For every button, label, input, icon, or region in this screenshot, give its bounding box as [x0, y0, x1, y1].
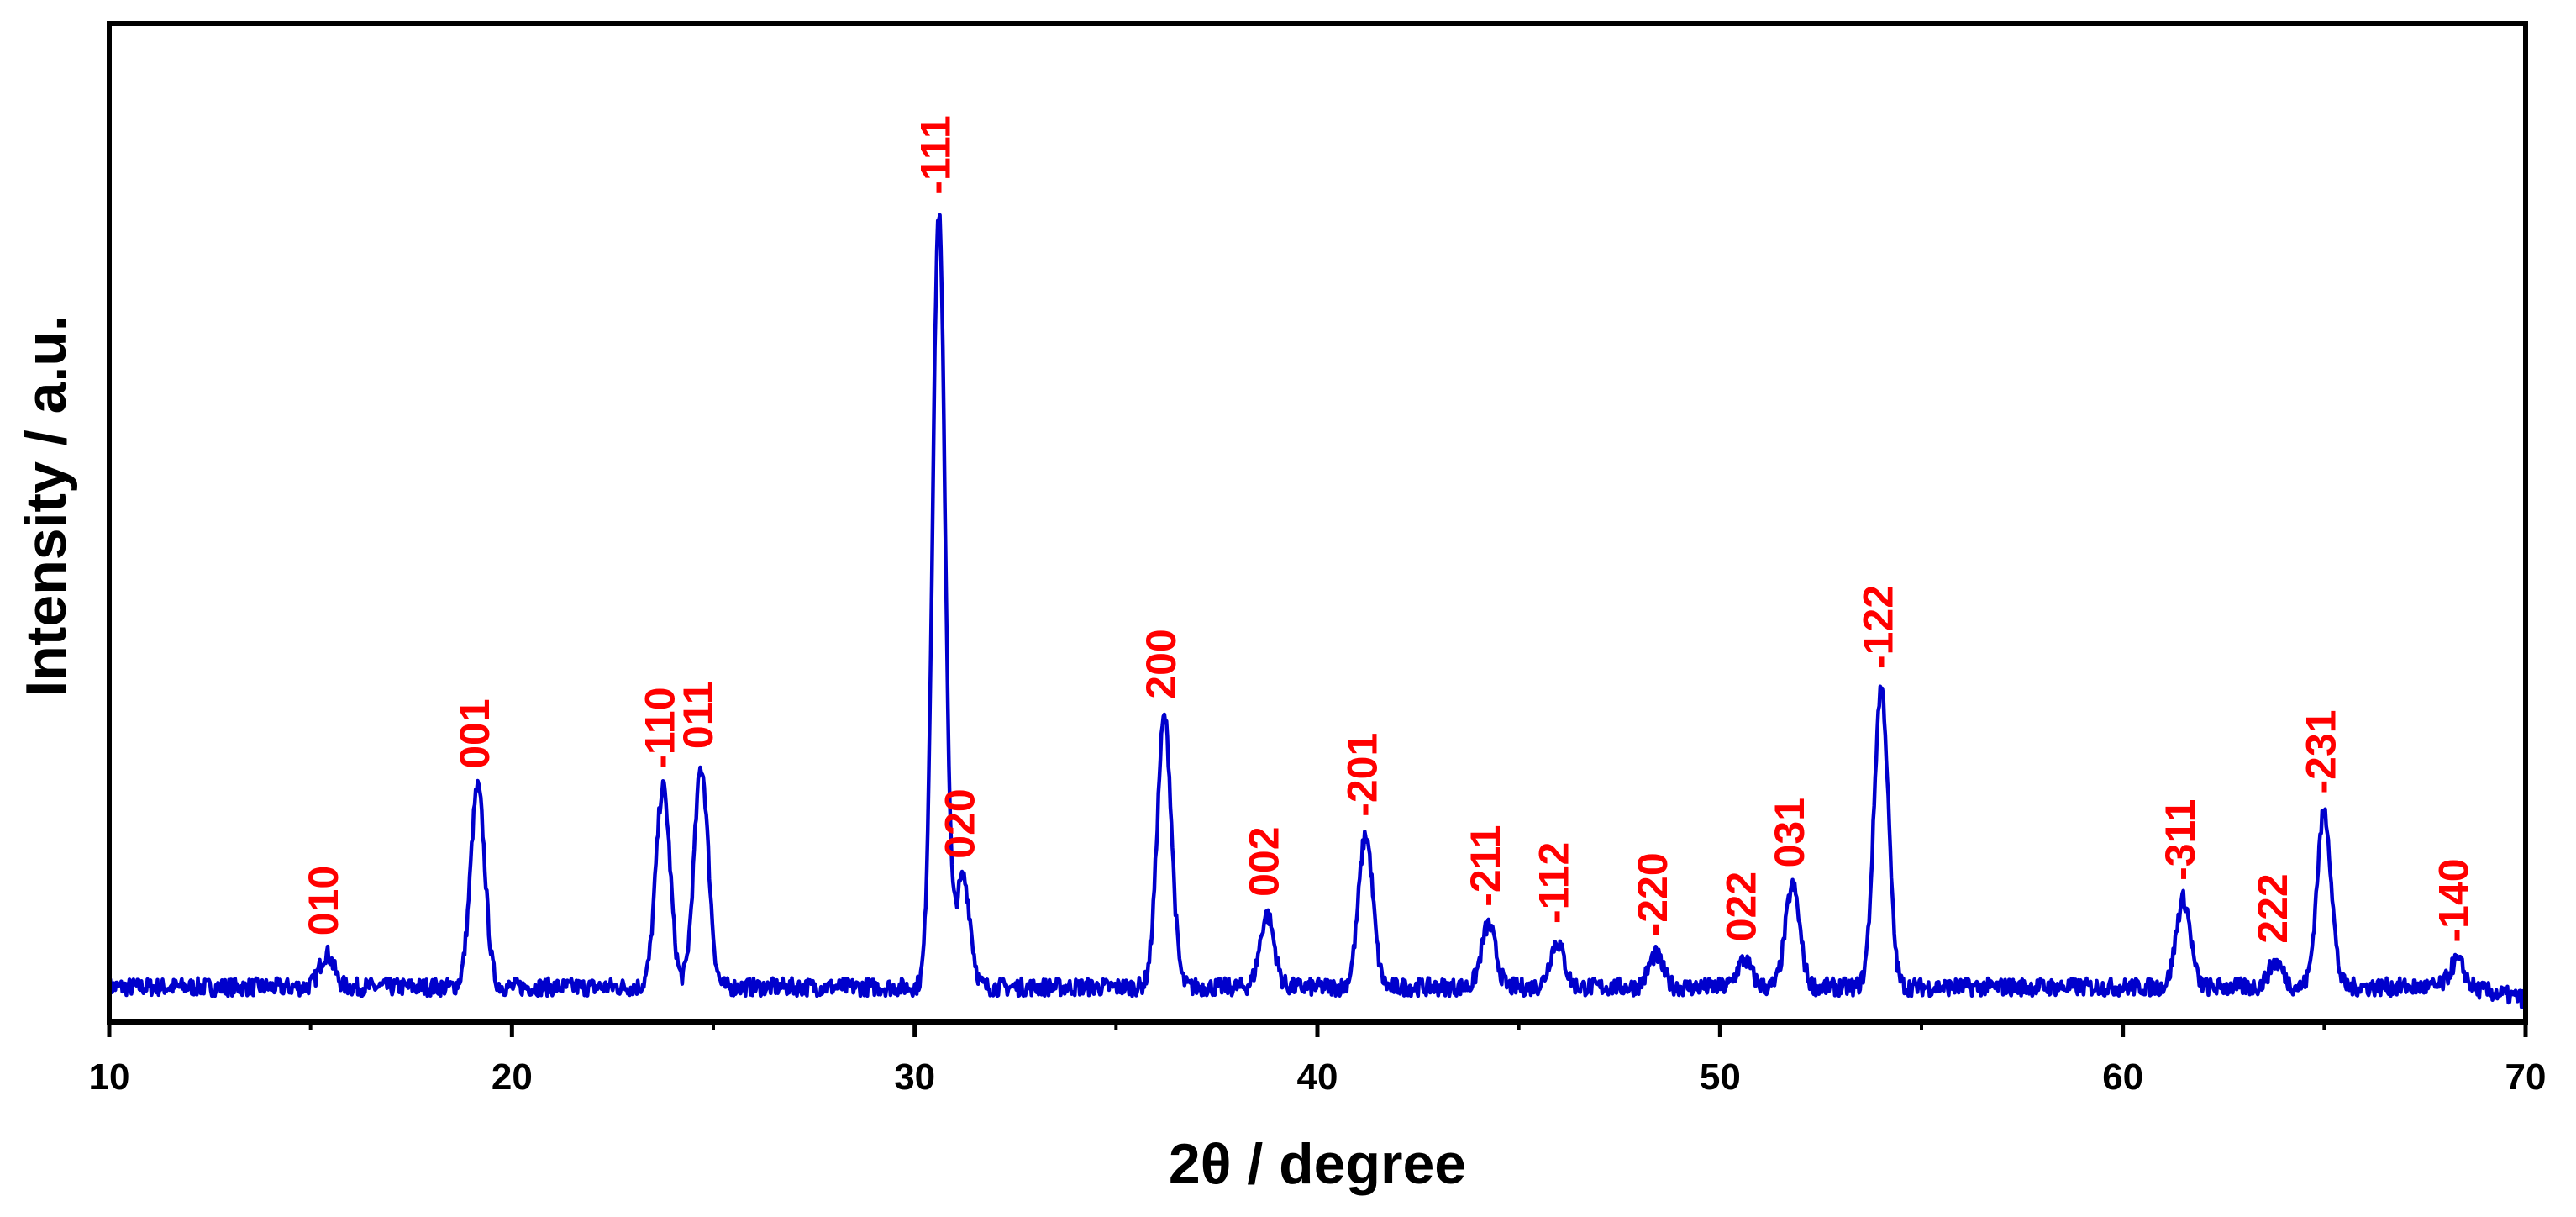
peak-label: -201	[1339, 733, 1386, 817]
peak-label: -110	[636, 687, 683, 768]
peak-label: 002	[1240, 826, 1287, 896]
x-axis-title: 2θ / degree	[1169, 1132, 1466, 1196]
x-tick-label: 30	[894, 1056, 935, 1098]
series-group	[107, 213, 2528, 1009]
peak-label: -311	[2157, 799, 2204, 881]
x-tick-label: 10	[89, 1056, 130, 1098]
x-tick-label: 20	[492, 1056, 533, 1098]
peak-label: 222	[2249, 873, 2296, 943]
x-tick-label: 40	[1297, 1056, 1338, 1098]
peak-label: -140	[2431, 858, 2478, 942]
peak-label: 031	[1766, 798, 1813, 867]
x-tick-label: 70	[2505, 1056, 2547, 1098]
x-tick-label: 60	[2102, 1056, 2143, 1098]
peak-label: 001	[451, 698, 498, 768]
peak-label: -122	[1854, 585, 1901, 669]
peak-label: -231	[2298, 709, 2345, 793]
peak-label: -112	[1530, 842, 1577, 924]
y-axis-title: Intensity / a.u.	[14, 315, 78, 696]
x-axis-ticks: 10 20 30 40 50 60 70	[89, 1022, 2547, 1098]
peak-label: -211	[1462, 825, 1509, 906]
series-line-xrd-pattern	[107, 213, 2528, 1009]
peak-label: 200	[1138, 629, 1185, 698]
peak-label: -220	[1629, 852, 1676, 936]
peak-label: 020	[936, 788, 983, 858]
peak-label: 022	[1717, 872, 1764, 941]
x-tick-label: 50	[1700, 1056, 1741, 1098]
peak-label: -111	[912, 115, 959, 195]
peak-label: 011	[675, 681, 722, 749]
peak-label: 010	[300, 866, 347, 935]
